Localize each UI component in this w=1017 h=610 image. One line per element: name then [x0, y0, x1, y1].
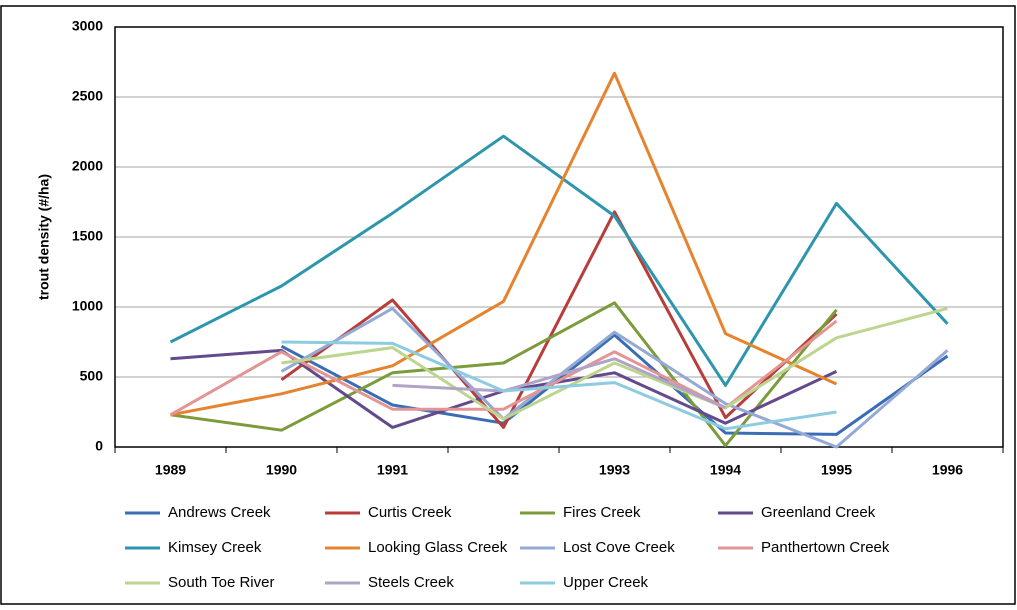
x-tick-label: 1990: [266, 462, 297, 478]
legend-label: Lost Cove Creek: [563, 539, 675, 556]
legend-label: South Toe River: [168, 574, 274, 591]
legend-label: Andrews Creek: [168, 504, 271, 521]
chart-frame: [0, 5, 1016, 605]
series-line: [392, 357, 727, 410]
series-line: [170, 301, 838, 448]
y-tick-label: 1500: [72, 228, 103, 244]
legend-label: Steels Creek: [368, 574, 454, 591]
y-tick-label: 0: [95, 438, 103, 454]
x-tick-label: 1994: [710, 462, 741, 478]
y-tick-label: 3000: [72, 18, 103, 34]
y-tick-label: 2500: [72, 88, 103, 104]
series-line: [281, 306, 948, 421]
series-line: [169, 134, 949, 387]
series-line: [281, 340, 837, 431]
x-tick-label: 1991: [377, 462, 408, 478]
x-tick-label: 1992: [488, 462, 519, 478]
x-tick-label: 1993: [599, 462, 630, 478]
legend-label: Upper Creek: [563, 574, 649, 591]
legend-label: Looking Glass Creek: [368, 539, 508, 556]
legend-label: Greenland Creek: [761, 504, 876, 521]
series-line: [280, 333, 949, 436]
series-line: [170, 71, 838, 417]
series-line: [280, 306, 949, 449]
y-tick-label: 1000: [72, 298, 103, 314]
x-tick-label: 1996: [932, 462, 963, 478]
legend-label: Panthertown Creek: [761, 539, 890, 556]
legend-label: Fires Creek: [563, 504, 641, 521]
y-axis-label: trout density (#/ha): [36, 174, 52, 300]
x-tick-label: 1995: [821, 462, 852, 478]
legend-label: Kimsey Creek: [168, 539, 262, 556]
y-tick-label: 500: [80, 368, 104, 384]
series-line: [280, 210, 838, 429]
y-tick-label: 2000: [72, 158, 103, 174]
legend-label: Curtis Creek: [368, 504, 452, 521]
x-tick-label: 1989: [155, 462, 186, 478]
